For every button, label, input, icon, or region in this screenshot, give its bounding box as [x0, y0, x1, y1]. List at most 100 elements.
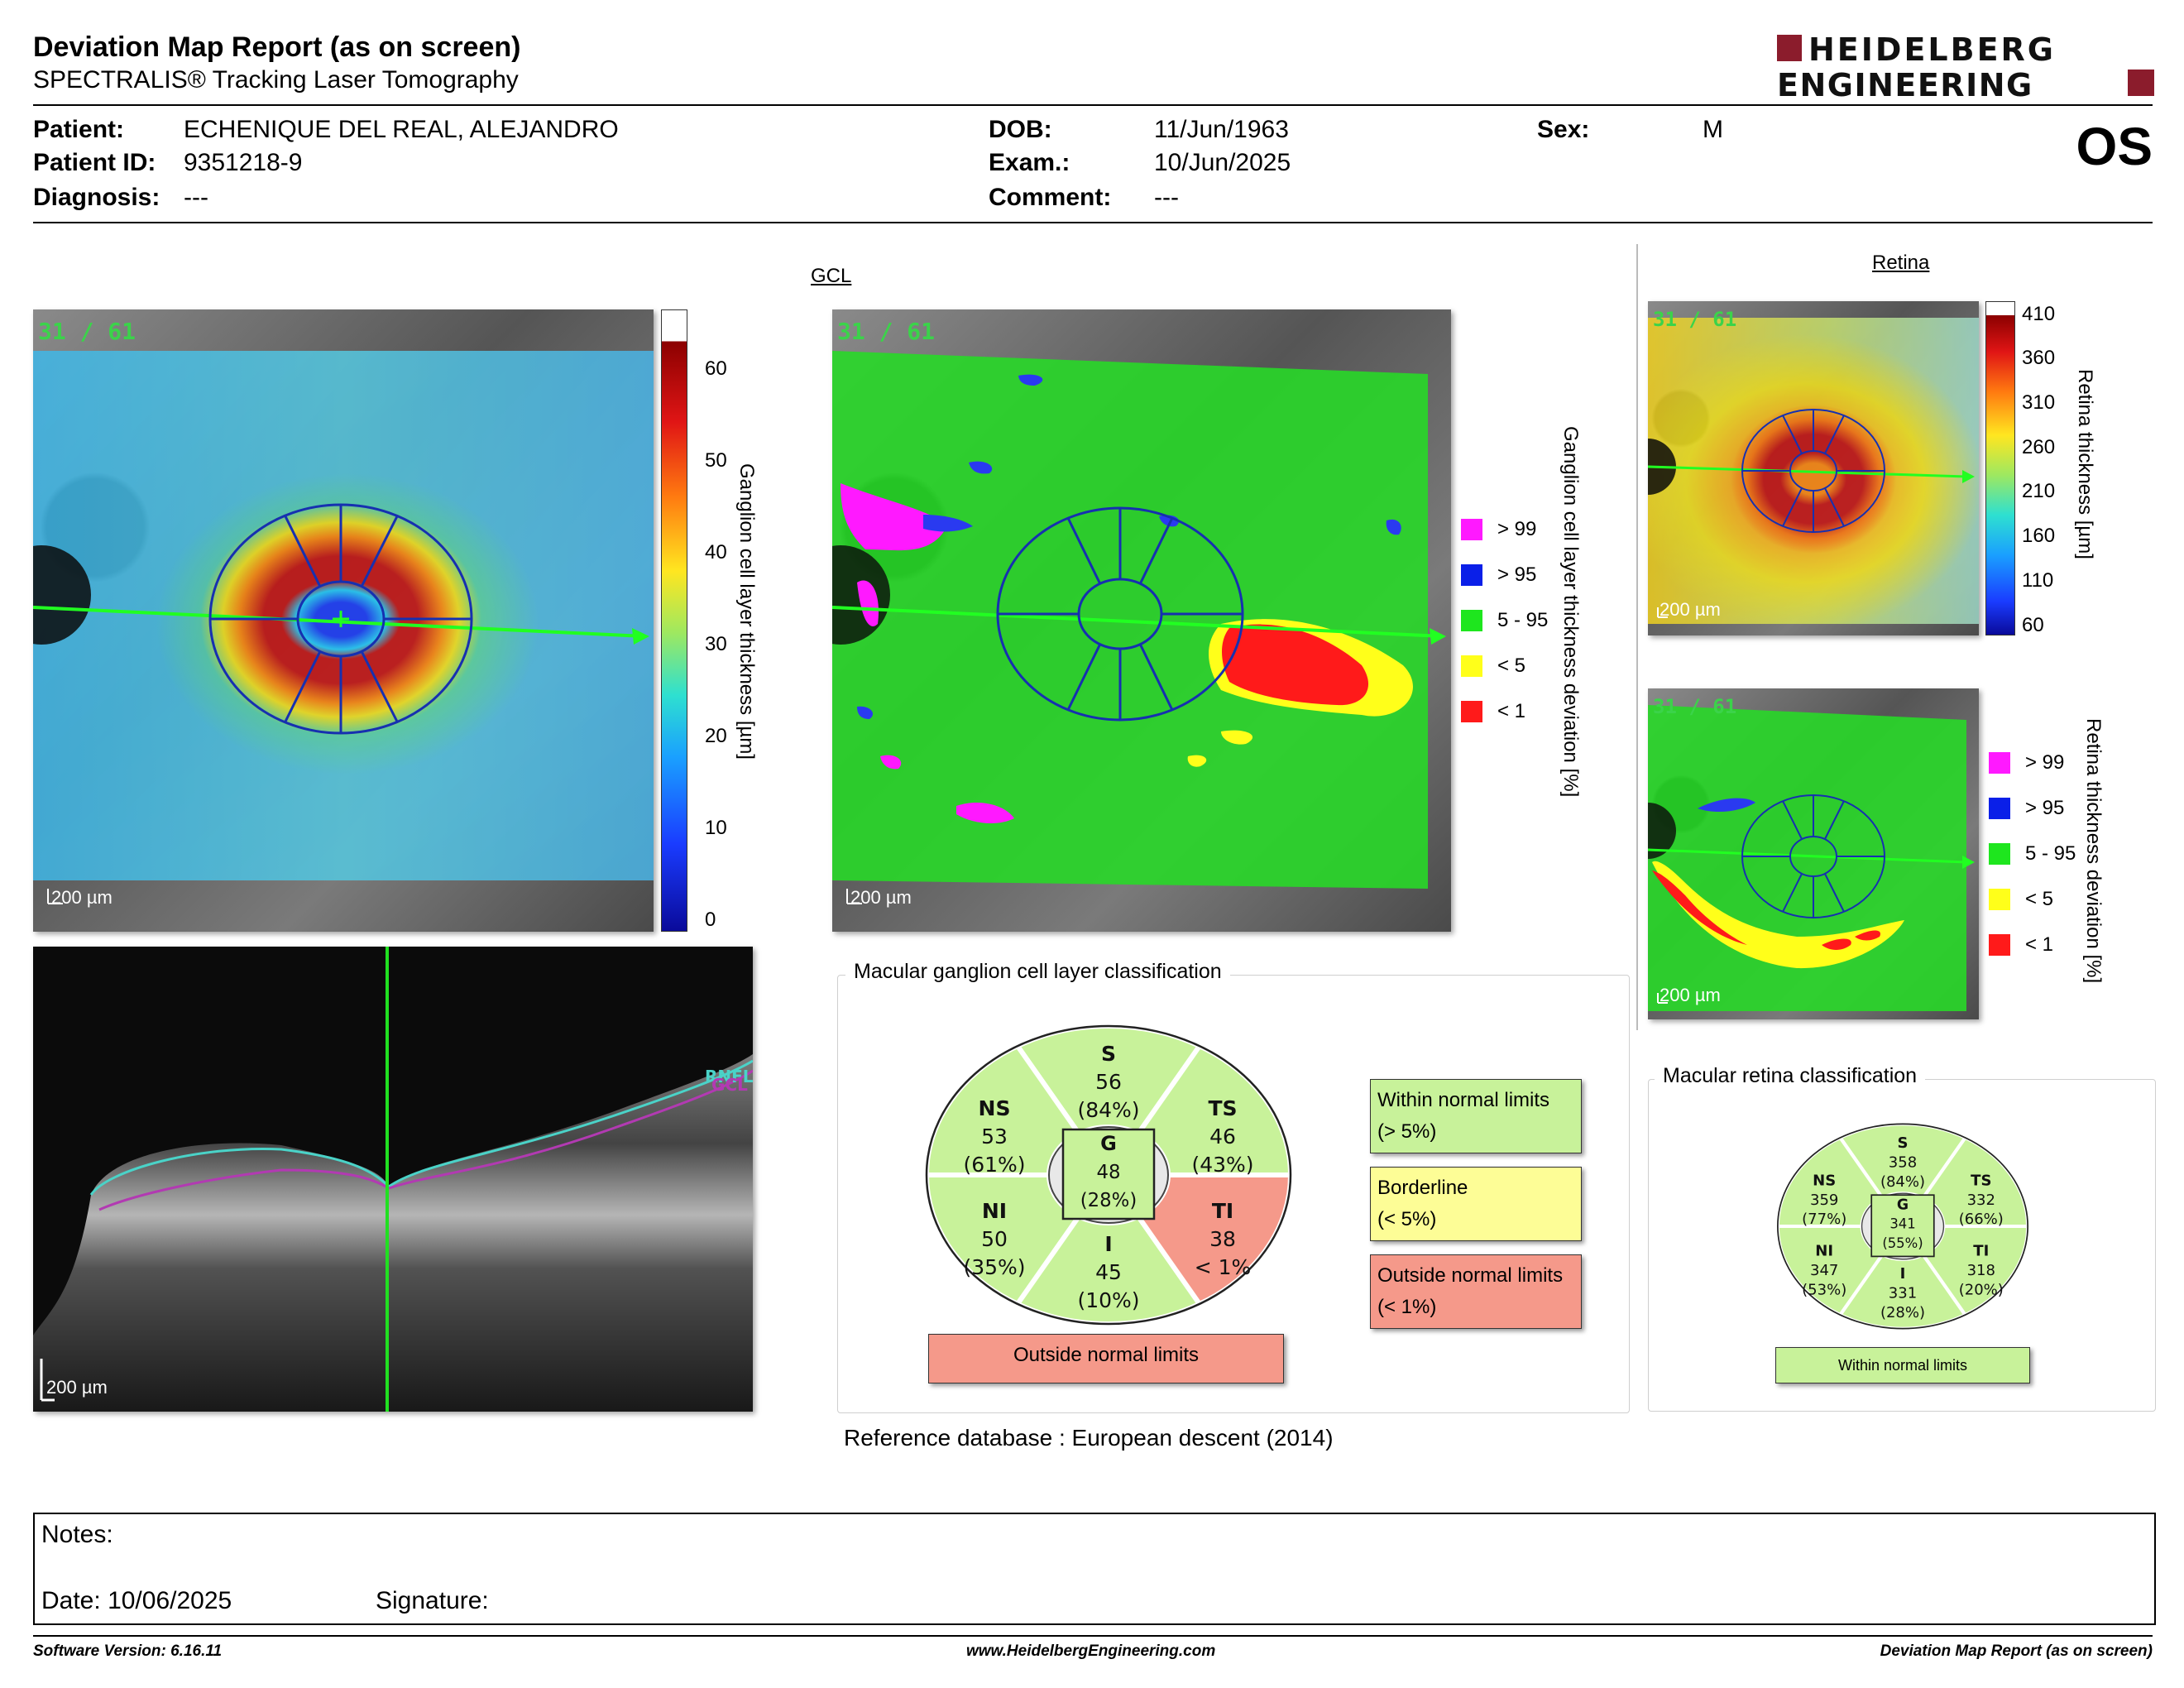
sector-ti-pct: < 1% [1195, 1255, 1252, 1279]
bscan-scale-label: 200 µm [46, 1377, 108, 1398]
retina-deviation-legend-item: > 95 [1989, 797, 2064, 820]
sector-ns-pct: (77%) [1802, 1211, 1846, 1228]
sector-ns-pct: (61%) [963, 1153, 1025, 1177]
legend-swatch [1461, 564, 1482, 586]
gcl-classification-title: Macular ganglion cell layer classificati… [845, 960, 1230, 984]
tick-label: 110 [2022, 568, 2054, 592]
legend-line1: Outside normal limits [1377, 1264, 1564, 1287]
sector-s-name: S [1101, 1042, 1116, 1066]
retina-deviation-legend-item: < 5 [1989, 888, 2053, 911]
sector-i-name: I [1104, 1232, 1112, 1256]
sector-g-name: G [1897, 1196, 1909, 1213]
reference-database: Reference database : European descent (2… [844, 1425, 1334, 1451]
gcl-thickness-colorbar [661, 309, 687, 932]
legend-label: < 1 [1497, 700, 1526, 722]
retina-result-text: Within normal limits [1837, 1357, 1968, 1374]
logo-line2: ENGINEERING [1777, 67, 2033, 101]
sector-ns-name: NS [1813, 1172, 1836, 1190]
retina-classification-title: Macular retina classification [1655, 1064, 1926, 1088]
tick-label: 50 [705, 448, 727, 472]
sector-ns-name: NS [979, 1096, 1011, 1120]
sector-s-name: S [1898, 1134, 1909, 1152]
notes-label: Notes: [41, 1521, 113, 1548]
sex-label: Sex: [1537, 116, 1590, 143]
section-divider [1636, 244, 1638, 1030]
gcl-result-box: Outside normal limits [928, 1334, 1284, 1383]
heidelberg-logo: HEIDELBERG ENGINEERING [1777, 31, 2154, 101]
tick-label: 160 [2022, 525, 2056, 548]
sector-s-value: 56 [1095, 1070, 1122, 1094]
sector-g-value: 48 [1096, 1162, 1120, 1183]
tick-label: 40 [705, 540, 727, 563]
diagnosis-label: Diagnosis: [33, 184, 160, 211]
legend-swatch [1461, 519, 1482, 540]
gcl-frame-label: 31 / 61 [38, 318, 136, 345]
notes-box[interactable]: Notes: Date: 10/06/2025 Signature: [33, 1513, 2156, 1625]
oct-bscan: RNFL GCL 200 µm [33, 947, 753, 1412]
diagnosis: --- [184, 184, 208, 211]
tick-label: 410 [2022, 302, 2056, 325]
sector-ti-pct: (20%) [1959, 1281, 2004, 1298]
gcl-sector-chart: S 56 (84%) NS 53 (61%) TS 46 (43%) G 48 (28%) NI 50 (3… [923, 1024, 1294, 1326]
rnfl-layer-label: RNFL [705, 1067, 753, 1086]
sector-ti-name: TI [1973, 1243, 1989, 1260]
gcl-deviation-axis-label: Ganglion cell layer thickness deviation … [1559, 426, 1582, 798]
gcl-scale-label: 200 µm [51, 887, 113, 908]
sector-i-pct: (28%) [1880, 1304, 1925, 1321]
legend-swatch [1461, 701, 1482, 722]
sector-ti-value: 38 [1209, 1227, 1236, 1251]
legend-swatch [1989, 843, 2010, 865]
legend-label: > 99 [1497, 518, 1537, 540]
reference-value: European descent (2014) [1071, 1425, 1334, 1451]
tick-label: 0 [705, 908, 716, 931]
sector-ni-pct: (35%) [963, 1255, 1025, 1279]
sector-g [1870, 1194, 1935, 1258]
gcl-thickness-axis-label: Ganglion cell layer thickness [µm] [735, 463, 758, 760]
patient-id-label: Patient ID: [33, 149, 156, 176]
legend-label: 5 - 95 [2025, 842, 2076, 865]
retina-thickness-axis-label: Retina thickness [µm] [2074, 369, 2096, 559]
sector-g-value: 341 [1889, 1216, 1915, 1232]
tick-label: 260 [2022, 435, 2056, 458]
retina-scale-label: 200 µm [1660, 599, 1721, 620]
report-title: Deviation Map Report (as on screen) [33, 31, 521, 63]
reference-label: Reference database [844, 1425, 1053, 1451]
legend-label: > 99 [2025, 751, 2065, 774]
gcl-deviation-legend-item: 5 - 95 [1461, 609, 1548, 632]
exam-label: Exam.: [989, 149, 1070, 176]
sector-ni-pct: (53%) [1802, 1281, 1846, 1298]
legend-line1: Borderline [1377, 1177, 1468, 1199]
eye-indicator: OS [2076, 117, 2153, 176]
gcl-layer-label: GCL [711, 1075, 748, 1095]
date-label: Date: [41, 1587, 101, 1614]
website-link[interactable]: www.HeidelbergEngineering.com [966, 1642, 1216, 1660]
gcl-deviation-legend-item: > 99 [1461, 518, 1536, 541]
footer-report-title: Deviation Map Report (as on screen) [1880, 1642, 2153, 1660]
patient-id: 9351218-9 [184, 149, 303, 176]
sector-ts-pct: (43%) [1191, 1153, 1253, 1177]
sector-s-pct: (84%) [1880, 1173, 1925, 1191]
sector-i-value: 331 [1889, 1285, 1917, 1302]
tick-label: 210 [2022, 480, 2056, 503]
sector-ts-value: 332 [1967, 1192, 1995, 1209]
retina-frame-label: 31 / 61 [1653, 308, 1737, 331]
legend-swatch [1461, 610, 1482, 631]
retina-dev-scale-label: 200 µm [1660, 985, 1721, 1005]
date-value: 10/06/2025 [108, 1587, 232, 1614]
dob-label: DOB: [989, 116, 1052, 143]
legend-label: 5 - 95 [1497, 609, 1549, 631]
legend-label: < 1 [2025, 933, 2054, 956]
legend-line2: (< 1%) [1377, 1296, 1437, 1318]
legend-label: > 95 [2025, 797, 2065, 819]
comment-label: Comment: [989, 184, 1112, 211]
retina-deviation-legend-item: 5 - 95 [1989, 842, 2076, 866]
legend-line2: (< 5%) [1377, 1208, 1437, 1230]
tick-label: 10 [705, 816, 727, 839]
sector-ns-value: 53 [981, 1125, 1008, 1149]
sector-ts-pct: (66%) [1959, 1211, 2004, 1228]
sector-ni-value: 347 [1810, 1262, 1838, 1279]
legend-label: < 5 [1497, 655, 1526, 677]
sector-outline [925, 1024, 1292, 1326]
sector-outline [1777, 1123, 2028, 1330]
retina-deviation-axis-label: Retina thickness deviation [%] [2082, 718, 2105, 984]
